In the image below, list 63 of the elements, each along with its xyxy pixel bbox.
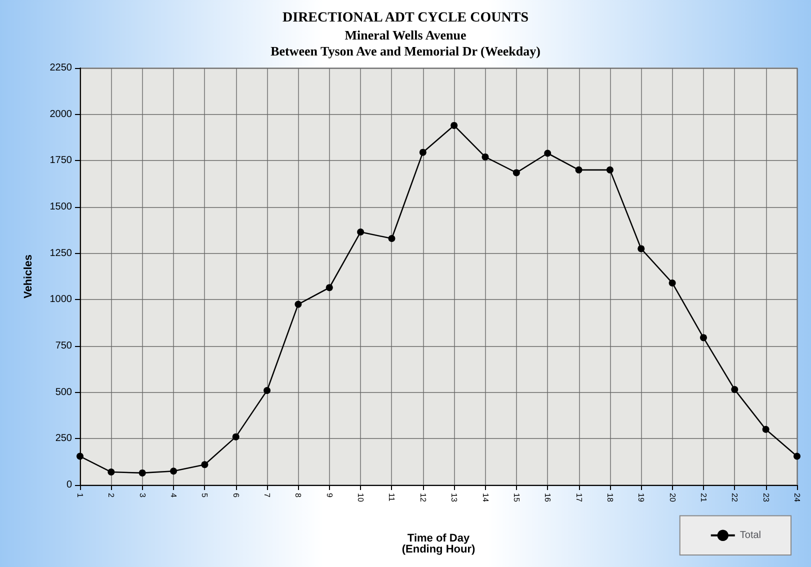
x-tick-label: 6 [231,493,240,498]
y-tick-label: 1250 [50,248,72,259]
chart-title: DIRECTIONAL ADT CYCLE COUNTS [282,10,529,26]
x-tick-label: 21 [698,493,708,502]
x-tick-label: 16 [543,493,552,502]
point [294,300,302,308]
x-tick-label: 7 [262,493,272,498]
point [170,468,178,475]
x-tick-label: 9 [324,493,334,498]
x-axis-title: Time of Day (Ending Hour) [402,532,476,556]
x-tick-label: 20 [668,493,677,502]
x-tick-label: 2 [106,493,116,498]
y-tick-label: 500 [55,386,72,398]
y-tick-label: 1500 [50,202,72,212]
point [326,284,333,292]
x-tick-label: 22 [730,493,740,502]
x-tick-label: 4 [169,493,178,498]
x-tick-label: 15 [512,493,521,502]
point [76,452,84,460]
point [108,468,115,476]
point [357,228,364,236]
point [201,461,208,468]
legend-label: Total [740,530,761,541]
y-tick-label: 250 [55,433,72,444]
x-tick-label: 14 [480,493,490,502]
y-tick-label: 2250 [50,62,72,74]
y-tick-label: 750 [55,340,72,352]
y-tick-label: 1750 [50,155,72,166]
y-tick-label: 2000 [50,108,72,120]
x-tick-label: 11 [387,493,396,502]
point [638,245,645,252]
point [731,386,738,394]
y-axis-title: Vehicles [22,254,34,299]
point [388,235,396,242]
y-tick-label: 1000 [50,294,72,306]
x-tick-label: 24 [792,493,802,502]
point [482,153,489,160]
y-tick-label: 0 [66,480,72,490]
x-tick-label: 12 [418,493,428,502]
x-tick-label: 1 [76,493,84,498]
point [232,433,240,440]
x-tick-label: 18 [605,493,614,502]
x-tick-label: 10 [356,493,366,502]
point [668,279,676,286]
chart-subtitle: Mineral Wells Avenue Between Tyson Ave and Memorial Dr (Weekday) [270,28,540,58]
x-tick-label: 23 [761,493,770,502]
x-tick-label: 3 [138,493,147,498]
point [606,166,614,174]
point [450,122,458,129]
x-tick-label: 5 [200,493,210,498]
x-tick-label: 8 [294,493,303,498]
point [794,452,800,460]
point [264,386,271,394]
point [512,169,520,176]
point [544,150,552,157]
point [700,334,707,342]
x-tick-label: 13 [450,493,459,502]
point [575,166,582,174]
point [762,426,770,433]
x-tick-label: 19 [636,493,646,502]
point [419,148,426,156]
point [138,469,146,476]
x-tick-label: 17 [574,493,584,502]
